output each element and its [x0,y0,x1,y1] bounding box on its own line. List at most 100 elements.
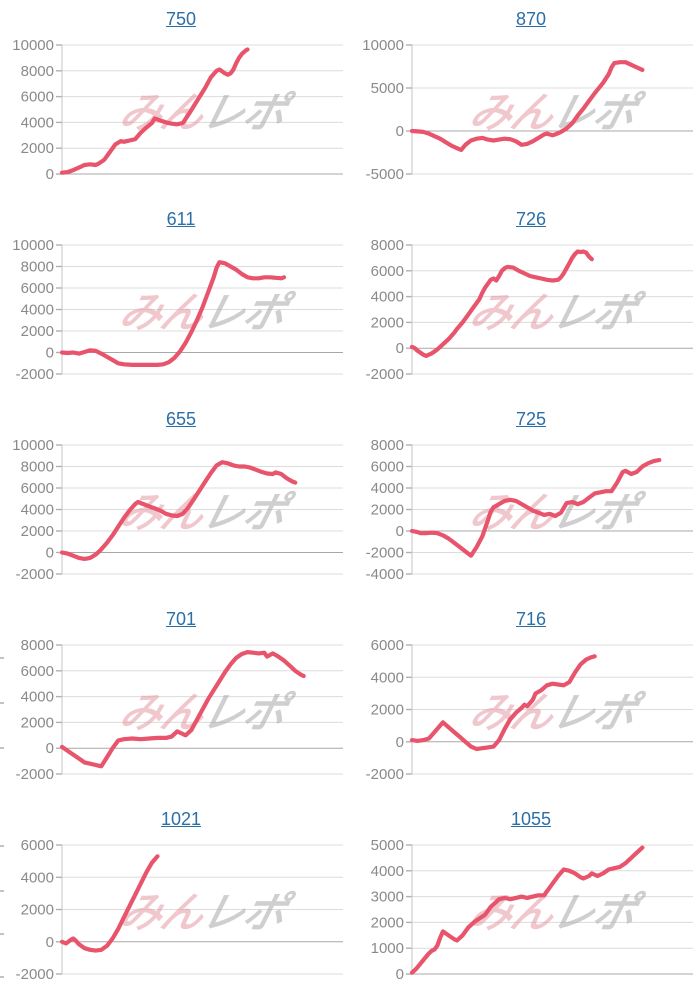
axis-tick-label: 8000 [371,437,404,454]
axis-tick-label: 10000 [12,37,54,54]
axis-tick-label: 10000 [12,237,54,254]
axis-tick-label: -2000 [16,566,54,583]
cropped-axis-tick [0,657,4,659]
axis-tick-label: 0 [46,740,54,757]
axis-tick-label: 2000 [21,323,54,340]
axis-tick-label: 10000 [362,37,404,54]
chart-title-link-655[interactable]: 655 [165,409,197,429]
chart-cell-870: 870 10000 5000 0 -5000 みんレポ [350,0,700,200]
axis-tick-label: 6000 [21,837,54,854]
axis-tick-label: 4000 [21,502,54,519]
chart-cell-1021: 1021 6000 4000 2000 0 -2000 みんレポ [0,800,350,1000]
watermark: みんレポ [115,490,298,537]
axis-tick-label: 4000 [21,114,54,131]
chart-cell-655: 655 10000 8000 6000 4000 2000 0 -2000 みんレポ [0,400,350,600]
chart-title-link-1021[interactable]: 1021 [160,809,202,829]
cropped-axis-tick [0,933,4,935]
axis-tick-label: 10000 [12,437,54,454]
cropped-axis-tick [0,845,4,847]
axis-tick-label: -2000 [16,366,54,383]
chart-title-link-701[interactable]: 701 [165,609,197,629]
axis-tick-label: -2000 [366,545,404,562]
svg-text:みんレポ: みんレポ [465,290,648,337]
axis-tick-label: 2000 [371,314,404,331]
axis-tick-label: 1000 [371,940,404,957]
chart-title-link-750[interactable]: 750 [165,9,197,29]
axis-tick-label: 6000 [371,263,404,280]
chart-title-link-1055[interactable]: 1055 [510,809,552,829]
axis-tick-label: 0 [396,123,404,140]
data-line [59,854,160,953]
data-line [409,654,597,752]
watermark: みんレポ [465,290,648,337]
axis-tick-label: 5000 [371,837,404,854]
watermark: みんレポ [465,890,648,937]
chart-cell-725: 725 8000 6000 4000 2000 0 -2000 -4000 みんレポ [350,400,700,600]
axis-tick-label: 0 [46,934,54,951]
axis-tick-label: 8000 [21,637,54,654]
axis-tick-label: 0 [46,345,54,362]
watermark: みんレポ [465,90,648,137]
chart-cell-701: 701 8000 6000 4000 2000 0 -2000 みんレポ [0,600,350,800]
axis-tick-label: 0 [46,545,54,562]
axis-tick-label: -5000 [366,166,404,183]
line-chart-726: 8000 6000 4000 2000 0 -2000 みんレポ [366,237,693,383]
chart-cell-611: 611 10000 8000 6000 4000 2000 0 -2000 みんレポ [0,200,350,400]
chart-title-link-716[interactable]: 716 [515,609,547,629]
axis-tick-label: 6000 [371,459,404,476]
svg-text:みんレポ: みんレポ [465,90,648,137]
cropped-axis-tick [0,890,4,892]
cropped-axis-tick [0,976,4,978]
data-line [409,249,594,358]
line-chart-870: 10000 5000 0 -5000 みんレポ [362,37,693,183]
axis-tick-label: 2000 [21,714,54,731]
axis-tick-label: 8000 [21,259,54,276]
svg-text:みんレポ: みんレポ [115,490,298,537]
axis-tick-label: -2000 [366,366,404,383]
svg-text:みんレポ: みんレポ [115,890,298,937]
axis-tick-label: 4000 [21,869,54,886]
axis-tick-label: 2000 [371,502,404,519]
watermark: みんレポ [115,890,298,937]
axis-tick-label: 5000 [371,80,404,97]
axis-tick-label: -2000 [16,966,54,983]
chart-title-link-726[interactable]: 726 [515,209,547,229]
chart-title-link-611[interactable]: 611 [166,209,196,229]
axis-tick-label: 3000 [371,889,404,906]
chart-title-link-725[interactable]: 725 [515,409,547,429]
axis-tick-label: 4000 [21,689,54,706]
axis-tick-label: 0 [396,734,404,751]
chart-title-link-870[interactable]: 870 [515,9,547,29]
axis-tick-label: 6000 [21,480,54,497]
watermark: みんレポ [115,690,298,737]
axis-tick-label: 6000 [21,89,54,106]
axis-tick-label: 0 [396,966,404,983]
line-chart-716: 6000 4000 2000 0 -2000 みんレポ [366,637,693,783]
axis-tick-label: 4000 [21,302,54,319]
chart-cell-716: 716 6000 4000 2000 0 -2000 みんレポ [350,600,700,800]
axis-tick-label: 8000 [21,459,54,476]
data-line [409,60,645,152]
axis-tick-label: -2000 [366,766,404,783]
data-line [59,649,306,769]
axis-tick-label: 2000 [21,902,54,919]
axis-tick-label: 2000 [21,140,54,157]
cropped-axis-tick [0,747,4,749]
data-line [409,845,645,975]
data-line [59,460,298,561]
svg-text:みんレポ: みんレポ [115,690,298,737]
axis-tick-label: 0 [396,340,404,357]
axis-tick-label: 2000 [371,914,404,931]
data-line [409,457,662,558]
chart-cell-750: 750 10000 8000 6000 4000 2000 0 みんレポ [0,0,350,200]
cropped-axis-tick [0,702,4,704]
axis-tick-label: 4000 [371,289,404,306]
axis-tick-label: -2000 [16,766,54,783]
data-line [59,260,287,367]
line-chart-1021: 6000 4000 2000 0 -2000 みんレポ [16,837,343,983]
svg-text:みんレポ: みんレポ [115,290,298,337]
axis-tick-label: 6000 [371,637,404,654]
